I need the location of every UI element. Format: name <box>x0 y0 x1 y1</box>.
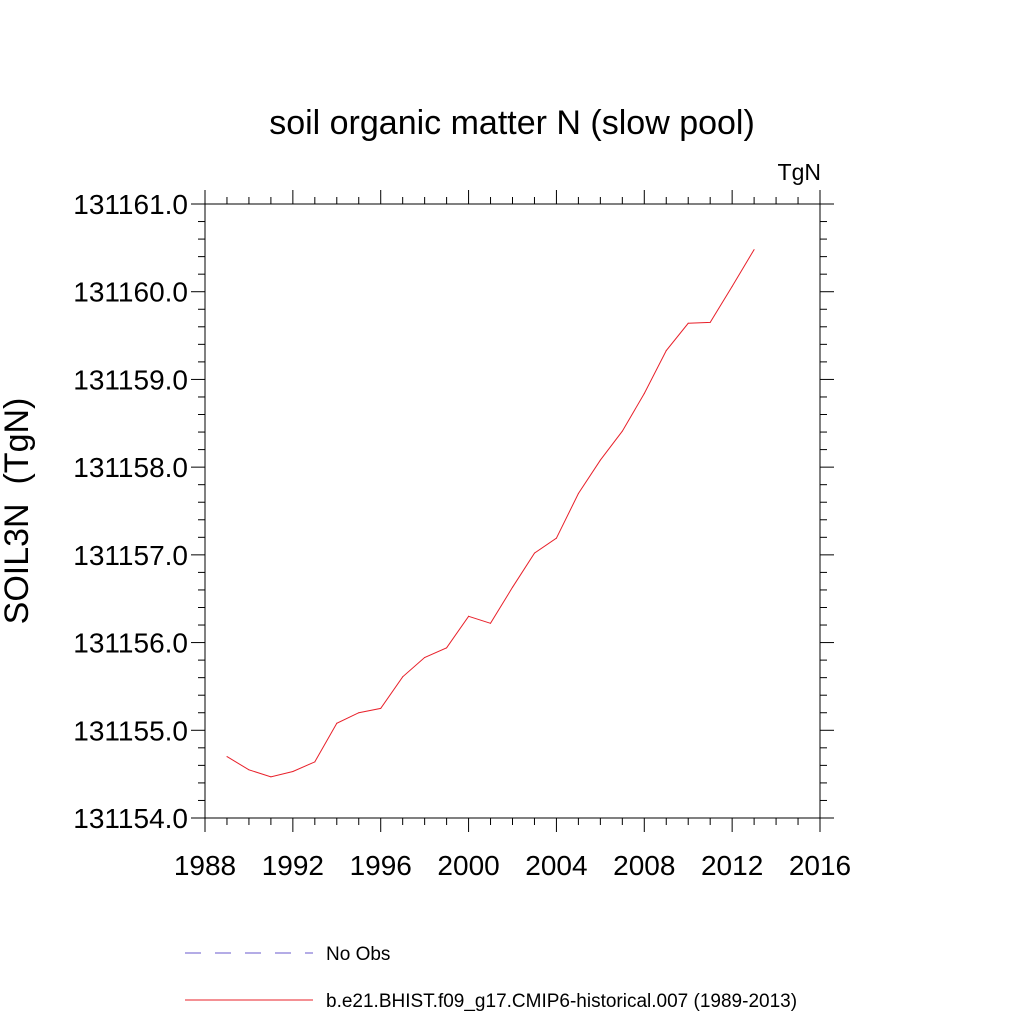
data-point <box>687 322 689 324</box>
legend-label: No Obs <box>326 944 390 965</box>
plot-frame <box>204 203 821 819</box>
data-point <box>292 771 294 773</box>
data-point <box>424 656 426 658</box>
y-tick-label: 131159.0 <box>73 364 188 395</box>
y-axis-tick-labels: 131154.0 131155.0 131156.0 131157.0 131158.0… <box>73 189 188 834</box>
y-tick-label: 131156.0 <box>73 628 188 659</box>
data-point <box>709 321 711 323</box>
data-point <box>555 537 557 539</box>
x-tick-label: 1996 <box>350 850 412 881</box>
y-tick-label: 131155.0 <box>73 715 188 746</box>
y-tick-label: 131160.0 <box>73 277 188 308</box>
series-line-1 <box>226 249 755 778</box>
data-point <box>270 776 272 778</box>
data-point <box>599 459 601 461</box>
data-point <box>226 756 228 758</box>
data-point <box>402 676 404 678</box>
x-tick-label: 1992 <box>262 850 324 881</box>
legend: No Obs b.e21.BHIST.f09_g17.CMIP6-historic… <box>185 944 797 1012</box>
y-tick-label: 131158.0 <box>73 452 188 483</box>
data-point <box>621 430 623 432</box>
data-point <box>643 392 645 394</box>
y-tick-label: 131161.0 <box>73 189 188 220</box>
x-axis-tick-labels: 1988 1992 1996 2000 2004 2008 2012 2016 <box>174 850 851 881</box>
chart-title: soil organic matter N (slow pool) <box>269 104 755 142</box>
y-tick-label: 131154.0 <box>73 803 188 834</box>
data-point <box>336 722 338 724</box>
x-tick-label: 1988 <box>174 850 236 881</box>
x-tick-label: 2008 <box>613 850 675 881</box>
data-point <box>468 615 470 617</box>
data-point <box>512 586 513 588</box>
legend-label: b.e21.BHIST.f09_g17.CMIP6-historical.007… <box>326 991 797 1012</box>
data-point <box>753 249 755 251</box>
y-axis-label: SOIL3N (TgN) <box>0 398 36 625</box>
x-axis-ticks <box>204 190 821 832</box>
x-tick-label: 2012 <box>701 850 763 881</box>
units-label: TgN <box>778 159 821 185</box>
data-point <box>665 349 667 351</box>
y-axis-ticks <box>191 203 834 819</box>
data-point <box>490 622 492 624</box>
data-point <box>731 285 733 287</box>
data-point <box>358 712 360 714</box>
series-lines <box>226 249 755 778</box>
data-point <box>380 707 382 709</box>
data-point <box>314 761 316 763</box>
data-point <box>248 769 250 771</box>
data-point <box>577 492 579 494</box>
y-tick-label: 131157.0 <box>73 540 188 571</box>
data-point <box>446 647 448 649</box>
x-tick-label: 2000 <box>437 850 499 881</box>
x-tick-label: 2016 <box>789 850 851 881</box>
x-tick-label: 2004 <box>525 850 587 881</box>
data-point <box>533 552 535 554</box>
